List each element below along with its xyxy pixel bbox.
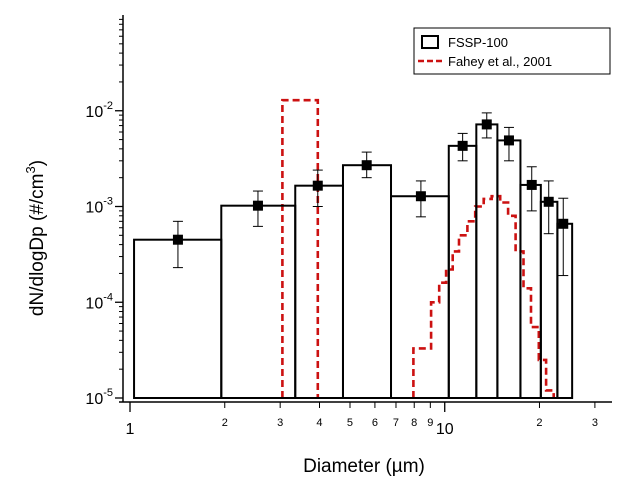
- fssp-bar: [294, 184, 344, 399]
- fahey-line-steps: [412, 194, 556, 398]
- x-minor-tick-label: 9: [427, 417, 433, 429]
- fssp-marker: [526, 179, 537, 190]
- fssp-bar: [519, 183, 542, 399]
- x-tick-label: 10: [436, 421, 454, 438]
- x-minor-tick-label: 3: [277, 417, 283, 429]
- fssp-marker: [543, 196, 554, 207]
- x-axis-title: Diameter (µm): [303, 456, 425, 477]
- x-minor-tick-label: 7: [393, 417, 399, 429]
- y-tick-label: 10-2: [85, 100, 113, 121]
- fssp-marker: [481, 119, 492, 130]
- x-minor-tick-label: 4: [316, 417, 322, 429]
- x-minor-tick-label: 3: [592, 417, 598, 429]
- y-axis: 10-5 10-4 10-3 10-2: [85, 18, 123, 408]
- fssp-bar: [220, 204, 297, 399]
- fssp-marker: [558, 218, 569, 229]
- x-minor-tick-label: 6: [372, 417, 378, 429]
- legend-swatch-fssp: [421, 35, 439, 49]
- y-axis-title-main: dN/dlogDp (#/cm: [27, 174, 48, 317]
- fssp-marker: [172, 234, 183, 245]
- fssp-marker: [361, 160, 372, 171]
- y-tick-label: 10-5: [85, 387, 113, 408]
- fssp-marker: [457, 140, 468, 151]
- fssp-bar: [341, 164, 393, 399]
- legend-box: [413, 27, 611, 75]
- fssp-bar: [556, 222, 574, 399]
- y-axis-title: dN/dlogDp (#/cm3): [23, 160, 48, 316]
- fahey-line-peak: [281, 98, 320, 398]
- legend-label: Fahey et al., 2001: [448, 54, 552, 69]
- x-tick-label: 1: [126, 421, 135, 438]
- fssp-bar: [475, 123, 499, 400]
- y-tick-label: 10-4: [85, 291, 113, 312]
- legend-label: FSSP-100: [448, 35, 508, 50]
- x-minor-tick-label: 5: [347, 417, 353, 429]
- fssp-marker: [415, 191, 426, 202]
- y-tick-label: 10-3: [85, 196, 113, 217]
- y-axis-title-superscript: 3: [23, 166, 38, 173]
- x-minor-tick-label: 2: [222, 417, 228, 429]
- y-axis-title-close: ): [27, 160, 48, 166]
- x-axis: 1 10 2 3 4 5 6 7 8 9 2 3: [126, 402, 598, 438]
- x-minor-tick-label: 2: [536, 417, 542, 429]
- fssp-bar: [447, 144, 478, 399]
- fssp-marker: [252, 200, 263, 211]
- legend: FSSP-100 Fahey et al., 2001: [413, 27, 611, 75]
- plot-frame: [119, 15, 612, 403]
- fssp-marker: [312, 180, 323, 191]
- fssp-bar: [496, 139, 522, 399]
- x-minor-tick-label: 8: [411, 417, 417, 429]
- fssp-marker: [503, 135, 514, 146]
- fssp-series: [133, 112, 574, 400]
- fahey-series: [281, 98, 556, 398]
